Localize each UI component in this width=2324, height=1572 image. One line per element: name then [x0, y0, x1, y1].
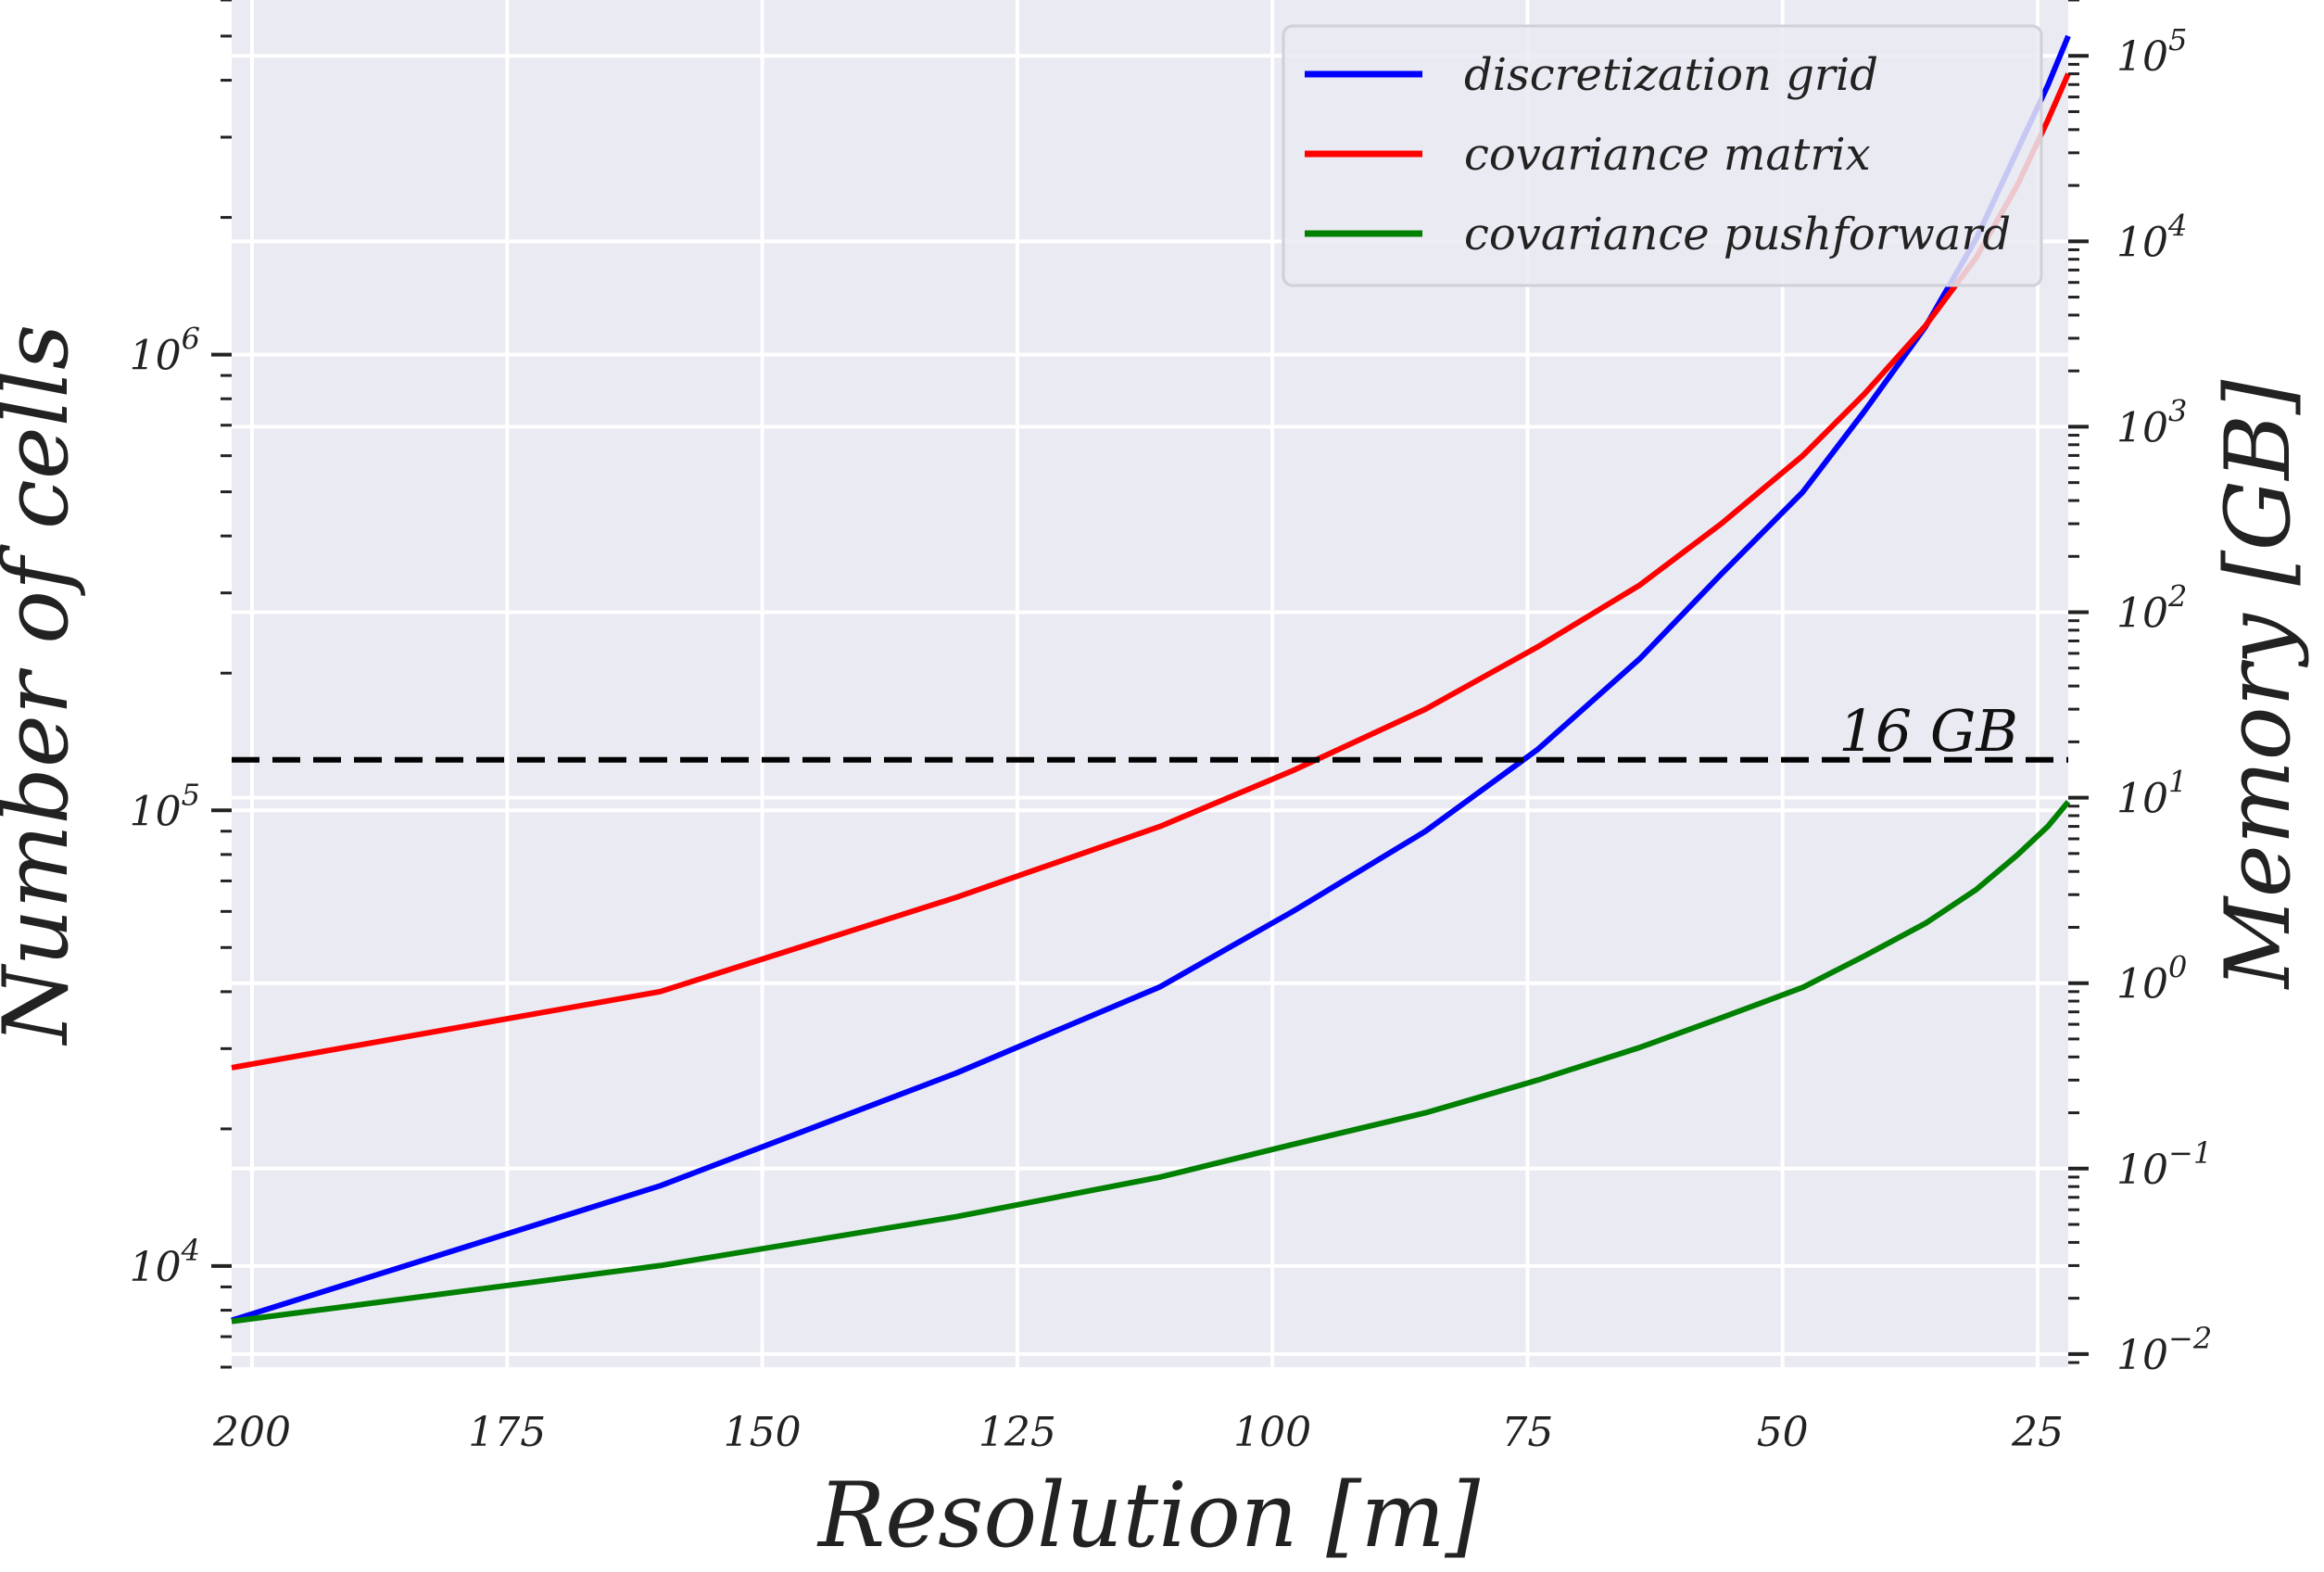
y2-tick-label-base: 10	[2116, 1147, 2168, 1194]
y-tick-label: 106	[130, 322, 200, 380]
y-tick-label-exponent: 5	[182, 777, 200, 812]
y-tick-label: 104	[130, 1233, 200, 1291]
x-tick-label: 75	[1501, 1409, 1553, 1456]
x-tick-label: 25	[2011, 1409, 2064, 1456]
legend-label: covariance matrix	[1464, 129, 1871, 181]
y2-tick-label-exponent: 0	[2168, 950, 2187, 985]
x-tick-label: 125	[979, 1409, 1056, 1456]
y2-tick-label: 104	[2116, 208, 2187, 266]
series-line-covariance-pushforward	[231, 800, 2071, 1325]
legend-box	[1282, 24, 2043, 287]
y2-tick-label-exponent: 5	[2168, 22, 2187, 57]
y2-tick-label: 101	[2116, 765, 2187, 823]
y2-tick-label-base: 10	[2116, 33, 2168, 81]
threshold-label: 16 GB	[1838, 697, 2018, 765]
y2-tick-label-base: 10	[2116, 590, 2168, 638]
x-tick-label: 150	[724, 1409, 802, 1456]
y-tick-label-exponent: 6	[182, 322, 200, 357]
y-axis-title: Number of cells	[0, 324, 88, 1046]
y2-tick-label: 105	[2116, 22, 2187, 81]
legend-label: covariance pushforward	[1464, 209, 2011, 260]
legend-label: discretization grid	[1464, 49, 1878, 101]
y2-tick-label-exponent: −2	[2168, 1321, 2212, 1356]
y2-tick-label-exponent: 4	[2167, 208, 2187, 243]
legend-items: discretization grid covariance matrix cova…	[1305, 49, 2011, 260]
y2-tick-label-exponent: −1	[2168, 1135, 2212, 1171]
x-tick-label: 200	[212, 1409, 291, 1456]
x-axis: 200 175 150 125 100 75 50 25	[212, 1409, 2064, 1456]
y2-axis-title: Memory [GB]	[2206, 379, 2310, 990]
y2-tick-label-base: 10	[2116, 404, 2168, 451]
y2-tick-label: 10−1	[2116, 1135, 2212, 1194]
y2-tick-label-base: 10	[2116, 1332, 2168, 1379]
y2-tick-label: 100	[2116, 950, 2187, 1008]
y2-tick-label-base: 10	[2116, 219, 2168, 266]
legend: discretization grid covariance matrix cova…	[1282, 24, 2043, 287]
x-tick-label: 50	[1757, 1409, 1809, 1456]
y-tick-label-base: 10	[130, 1244, 182, 1291]
y2-tick-label-base: 10	[2116, 776, 2168, 823]
x-axis-title: Resolution [m]	[816, 1464, 1481, 1567]
y2-tick-label-exponent: 1	[2168, 765, 2187, 800]
y2-tick-label-exponent: 2	[2167, 579, 2187, 615]
y2-tick-label: 10−2	[2116, 1321, 2212, 1379]
y2-tick-label-base: 10	[2116, 961, 2168, 1008]
x-tick-label: 100	[1233, 1409, 1311, 1456]
y2-tick-label: 103	[2116, 393, 2187, 451]
x-tick-label: 175	[468, 1409, 546, 1456]
y2-tick-label-exponent: 3	[2168, 393, 2187, 428]
y2-tick-label: 102	[2116, 579, 2187, 638]
y-tick-label-base: 10	[130, 788, 182, 835]
y-tick-label-exponent: 4	[181, 1233, 200, 1268]
y-tick-label-base: 10	[130, 333, 182, 380]
y-tick-label: 105	[130, 777, 200, 835]
